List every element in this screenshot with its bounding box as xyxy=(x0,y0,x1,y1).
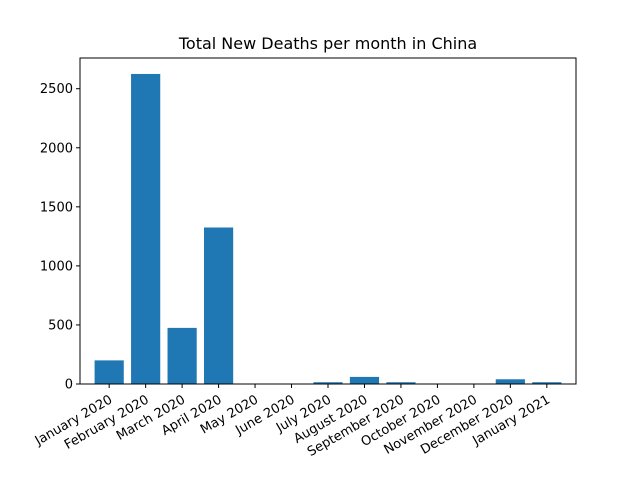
bar-6 xyxy=(313,382,343,384)
plot-frame xyxy=(79,57,577,385)
y-tick-label: 2000 xyxy=(40,141,73,156)
chart-title: Total New Deaths per month in China xyxy=(178,34,477,53)
bar-11 xyxy=(495,379,525,384)
bar-12 xyxy=(532,382,562,384)
bar-3 xyxy=(204,227,234,384)
bar-2 xyxy=(167,327,197,384)
bar-8 xyxy=(386,382,416,384)
bar-1 xyxy=(131,73,161,384)
bar-7 xyxy=(349,376,380,384)
y-tick-label: 2500 xyxy=(40,82,73,97)
y-tick-label: 500 xyxy=(48,318,73,333)
y-tick-label: 0 xyxy=(65,378,73,393)
bar-0 xyxy=(94,360,124,384)
y-tick-label: 1000 xyxy=(40,259,73,274)
y-tick-label: 1500 xyxy=(40,200,73,215)
